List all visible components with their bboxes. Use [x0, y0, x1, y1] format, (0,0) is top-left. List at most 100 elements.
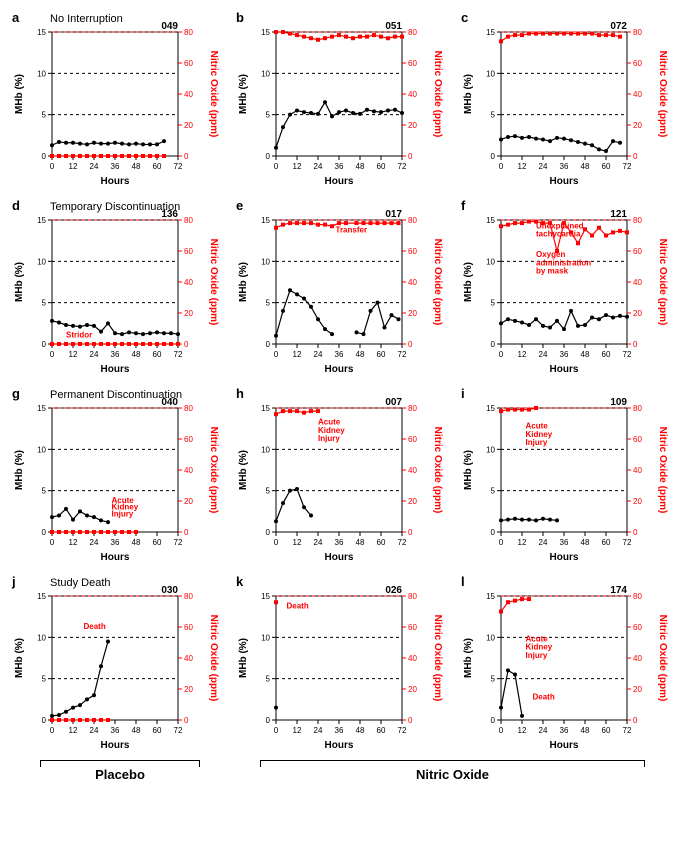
- svg-text:Nitric Oxide (ppm): Nitric Oxide (ppm): [657, 615, 668, 702]
- svg-text:g: g: [12, 386, 20, 401]
- svg-text:0: 0: [490, 340, 495, 349]
- svg-text:Death: Death: [532, 692, 554, 701]
- svg-text:72: 72: [622, 538, 631, 547]
- svg-text:20: 20: [408, 121, 417, 130]
- svg-text:0: 0: [490, 716, 495, 725]
- svg-text:24: 24: [538, 350, 547, 359]
- svg-text:24: 24: [90, 726, 99, 735]
- svg-text:15: 15: [486, 28, 495, 37]
- svg-text:174: 174: [610, 585, 627, 596]
- svg-text:072: 072: [610, 21, 627, 32]
- svg-text:109: 109: [610, 397, 627, 408]
- svg-text:12: 12: [69, 538, 78, 547]
- svg-text:Nitric Oxide (ppm): Nitric Oxide (ppm): [208, 427, 219, 514]
- panel-d: dTemporary Discontinuation13605101502040…: [10, 198, 220, 378]
- svg-text:60: 60: [408, 435, 417, 444]
- chart-grid: aNo Interruption049051015020406080012243…: [10, 10, 675, 754]
- svg-text:0: 0: [184, 716, 189, 725]
- svg-text:MHb (%): MHb (%): [14, 638, 25, 678]
- svg-text:24: 24: [90, 162, 99, 171]
- svg-text:72: 72: [622, 162, 631, 171]
- svg-text:0: 0: [50, 162, 55, 171]
- svg-text:40: 40: [633, 654, 642, 663]
- svg-text:24: 24: [538, 726, 547, 735]
- svg-text:f: f: [461, 198, 466, 213]
- svg-text:48: 48: [580, 538, 589, 547]
- svg-text:60: 60: [601, 350, 610, 359]
- svg-text:24: 24: [314, 350, 323, 359]
- svg-text:12: 12: [293, 350, 302, 359]
- svg-text:0: 0: [408, 152, 413, 161]
- svg-text:80: 80: [184, 404, 193, 413]
- svg-text:36: 36: [559, 162, 568, 171]
- placebo-label: Placebo: [95, 767, 145, 782]
- svg-text:Injury: Injury: [525, 438, 547, 447]
- svg-text:80: 80: [408, 592, 417, 601]
- svg-text:10: 10: [37, 445, 46, 454]
- svg-text:017: 017: [386, 209, 403, 220]
- svg-text:5: 5: [42, 299, 47, 308]
- svg-text:0: 0: [42, 152, 47, 161]
- svg-text:80: 80: [408, 216, 417, 225]
- svg-text:80: 80: [633, 216, 642, 225]
- svg-text:Hours: Hours: [101, 552, 130, 563]
- svg-text:Hours: Hours: [101, 364, 130, 375]
- svg-text:Transfer: Transfer: [336, 225, 368, 234]
- panel-k: k0260510150204060800122436486072DeathHou…: [234, 574, 444, 754]
- svg-text:Hours: Hours: [325, 364, 354, 375]
- svg-text:tachycardia: tachycardia: [536, 230, 581, 239]
- svg-text:72: 72: [398, 162, 407, 171]
- svg-text:36: 36: [111, 538, 120, 547]
- svg-text:0: 0: [498, 350, 503, 359]
- svg-text:10: 10: [486, 69, 495, 78]
- svg-text:Hours: Hours: [549, 740, 578, 751]
- svg-text:MHb (%): MHb (%): [463, 450, 474, 490]
- svg-text:40: 40: [408, 654, 417, 663]
- svg-text:Nitric Oxide (ppm): Nitric Oxide (ppm): [657, 51, 668, 138]
- svg-text:60: 60: [153, 350, 162, 359]
- svg-text:60: 60: [184, 247, 193, 256]
- svg-text:k: k: [236, 574, 244, 589]
- svg-text:60: 60: [601, 162, 610, 171]
- svg-text:0: 0: [42, 528, 47, 537]
- svg-text:0: 0: [633, 340, 638, 349]
- svg-text:80: 80: [408, 404, 417, 413]
- svg-text:40: 40: [184, 654, 193, 663]
- svg-text:60: 60: [184, 623, 193, 632]
- svg-text:15: 15: [486, 216, 495, 225]
- svg-text:i: i: [461, 386, 465, 401]
- svg-text:0: 0: [50, 726, 55, 735]
- svg-text:40: 40: [408, 278, 417, 287]
- svg-text:Hours: Hours: [325, 552, 354, 563]
- svg-text:10: 10: [261, 445, 270, 454]
- panel-c: c0720510150204060800122436486072HoursMHb…: [459, 10, 669, 190]
- svg-text:0: 0: [498, 162, 503, 171]
- svg-text:MHb (%): MHb (%): [238, 638, 249, 678]
- svg-text:80: 80: [408, 28, 417, 37]
- svg-text:12: 12: [517, 162, 526, 171]
- svg-text:24: 24: [90, 350, 99, 359]
- svg-text:049: 049: [161, 21, 178, 32]
- svg-text:24: 24: [314, 538, 323, 547]
- panel-i: i1090510150204060800122436486072AcuteKid…: [459, 386, 669, 566]
- svg-text:Nitric Oxide (ppm): Nitric Oxide (ppm): [208, 239, 219, 326]
- svg-text:40: 40: [408, 90, 417, 99]
- svg-text:040: 040: [161, 397, 178, 408]
- svg-text:60: 60: [377, 162, 386, 171]
- svg-text:60: 60: [601, 726, 610, 735]
- svg-text:10: 10: [261, 69, 270, 78]
- svg-text:0: 0: [42, 716, 47, 725]
- svg-text:24: 24: [90, 538, 99, 547]
- svg-text:12: 12: [293, 726, 302, 735]
- svg-text:10: 10: [37, 257, 46, 266]
- svg-text:Death: Death: [84, 622, 106, 631]
- svg-text:40: 40: [633, 90, 642, 99]
- svg-text:0: 0: [490, 152, 495, 161]
- panel-h: h0070510150204060800122436486072AcuteKid…: [234, 386, 444, 566]
- svg-text:MHb (%): MHb (%): [14, 262, 25, 302]
- svg-text:60: 60: [408, 247, 417, 256]
- svg-text:d: d: [12, 198, 20, 213]
- svg-text:72: 72: [174, 726, 183, 735]
- svg-text:MHb (%): MHb (%): [14, 450, 25, 490]
- svg-text:15: 15: [37, 216, 46, 225]
